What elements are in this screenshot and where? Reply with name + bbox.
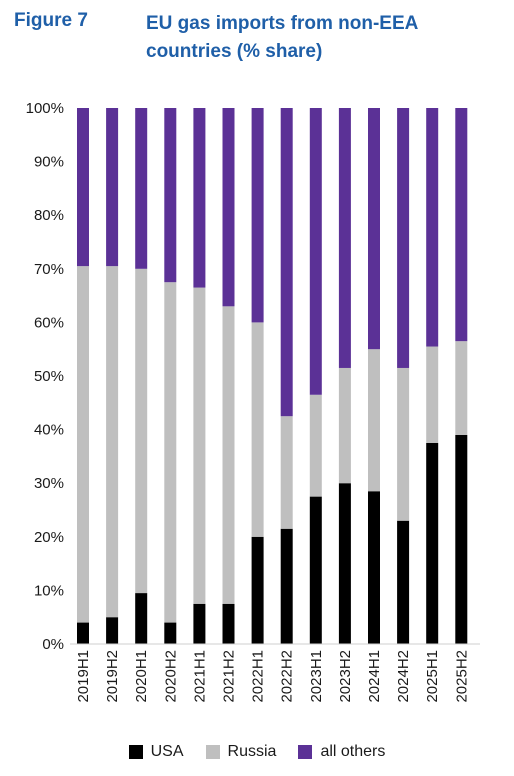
y-tick-label: 50% [34, 368, 64, 385]
bar-segment-usa [309, 496, 322, 644]
bar-segment-russia [397, 367, 410, 521]
x-tick-label: 2022H1 [250, 650, 267, 703]
bar-segment-all-others [368, 108, 380, 350]
stacked-bar-chart: 0% 10% 20% 30% 40% 50% 60% 70% 80% 90% 100% 2019H1… [26, 100, 480, 703]
x-tick-label: 2020H2 [162, 650, 179, 703]
bar-segment-usa [77, 622, 89, 644]
x-tick-label: 2019H1 [75, 650, 92, 703]
y-tick-label: 0% [42, 636, 64, 653]
bar-segment-russia [309, 394, 322, 497]
y-tick-label: 10% [34, 582, 64, 599]
bar-segment-all-others [338, 108, 351, 368]
bars [77, 108, 468, 644]
y-tick-label: 100% [26, 100, 64, 117]
x-tick-label: 2025H1 [424, 650, 441, 703]
bar-segment-usa [164, 622, 177, 644]
legend: USA Russia all others [0, 743, 514, 761]
x-tick-label: 2021H1 [191, 650, 208, 703]
y-tick-label: 90% [34, 154, 64, 171]
bar-segment-usa [222, 603, 235, 644]
bar-segment-all-others [280, 108, 293, 417]
x-tick-label: 2024H1 [366, 650, 383, 703]
bar-segment-usa [338, 483, 351, 644]
bar-segment-usa [426, 443, 439, 644]
x-tick-label: 2020H1 [133, 650, 150, 703]
bar-segment-russia [77, 266, 89, 623]
bar-segment-russia [455, 341, 468, 435]
bar-segment-russia [426, 346, 439, 443]
y-tick-label: 60% [34, 314, 64, 331]
bar-segment-usa [193, 603, 206, 644]
legend-swatch [205, 745, 220, 759]
bar-segment-russia [106, 266, 119, 618]
bar-segment-all-others [426, 108, 439, 347]
bar-segment-usa [368, 491, 380, 644]
bar-segment-russia [280, 416, 293, 529]
x-tick-label: 2023H1 [308, 650, 325, 703]
legend-swatch [298, 745, 313, 759]
legend-item: USA [128, 743, 184, 761]
bar-segment-all-others [222, 108, 235, 307]
x-tick-label: 2019H2 [104, 650, 121, 703]
figure-label: Figure 7 [14, 10, 88, 31]
x-tick-label: 2025H2 [453, 650, 470, 703]
bar-segment-usa [280, 528, 293, 644]
y-tick-label: 20% [34, 529, 64, 546]
bar-segment-all-others [397, 108, 410, 368]
y-axis: 0% 10% 20% 30% 40% 50% 60% 70% 80% 90% 100% [26, 100, 64, 653]
legend-item: Russia [205, 743, 277, 761]
bar-segment-usa [455, 434, 468, 644]
bar-segment-all-others [455, 108, 468, 342]
bar-segment-russia [193, 287, 206, 604]
legend-label: all others [320, 743, 386, 760]
bar-segment-russia [251, 322, 264, 537]
bar-segment-usa [106, 617, 119, 644]
bar-segment-usa [135, 593, 148, 644]
bar-segment-russia [338, 367, 351, 484]
x-tick-label: 2024H2 [395, 650, 412, 703]
y-tick-label: 40% [34, 422, 64, 439]
bar-segment-russia [222, 306, 235, 604]
bar-segment-russia [164, 282, 177, 623]
x-tick-label: 2022H2 [279, 650, 296, 703]
y-tick-label: 30% [34, 475, 64, 492]
legend-label: Russia [227, 743, 277, 760]
bar-segment-all-others [135, 108, 148, 269]
y-tick-label: 80% [34, 207, 64, 224]
bar-segment-all-others [309, 108, 322, 395]
x-axis: 2019H1 2019H2 2020H1 2020H2 2021H1 2021H2 2022… [70, 643, 480, 703]
legend-label: USA [150, 743, 184, 760]
x-tick-label: 2023H2 [337, 650, 354, 703]
bar-segment-russia [368, 349, 380, 492]
x-tick-label: 2021H2 [221, 650, 238, 703]
chart-title: EU gas imports from non-EEA countries (%… [146, 13, 418, 62]
bar-segment-all-others [106, 108, 119, 267]
legend-swatch [128, 745, 143, 759]
bar-segment-usa [251, 536, 264, 644]
bar-segment-russia [135, 268, 148, 594]
legend-item: all others [298, 743, 385, 761]
bar-segment-all-others [164, 108, 177, 283]
bar-segment-all-others [251, 108, 264, 323]
bar-segment-all-others [193, 108, 206, 288]
bar-segment-usa [397, 520, 410, 644]
y-tick-label: 70% [34, 261, 64, 278]
bar-segment-all-others [77, 108, 89, 267]
